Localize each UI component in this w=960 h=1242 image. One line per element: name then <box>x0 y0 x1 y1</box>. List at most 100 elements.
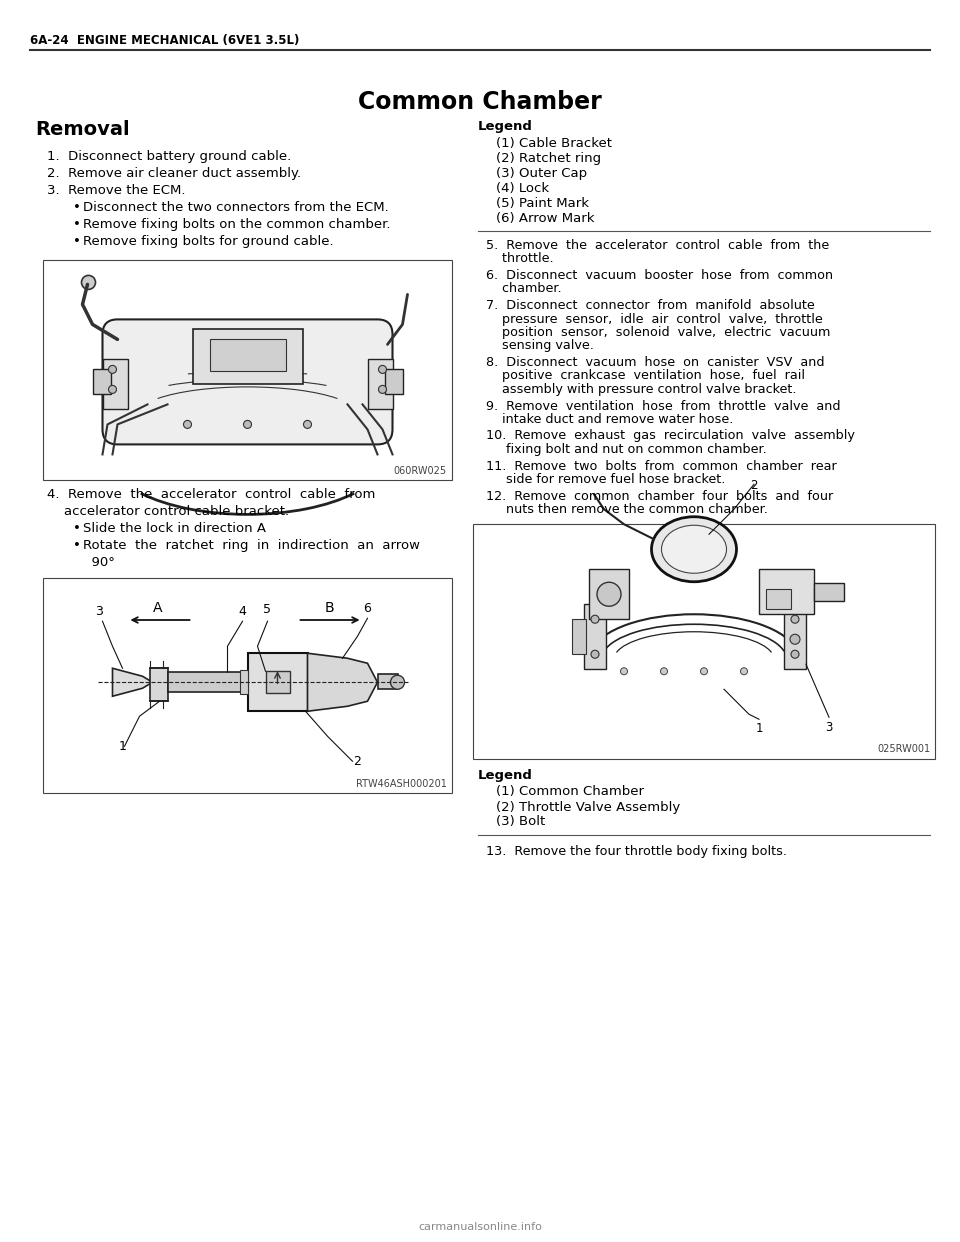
Bar <box>43 260 452 479</box>
Text: 060RW025: 060RW025 <box>394 466 447 476</box>
Bar <box>209 339 285 371</box>
Bar <box>193 329 302 385</box>
Text: •: • <box>73 201 81 214</box>
Circle shape <box>391 676 404 689</box>
Text: fixing bolt and nut on common chamber.: fixing bolt and nut on common chamber. <box>486 443 767 456</box>
Ellipse shape <box>661 525 727 574</box>
Bar <box>248 653 307 712</box>
Text: 3: 3 <box>96 605 104 617</box>
Text: (6) Arrow Mark: (6) Arrow Mark <box>496 212 594 225</box>
Text: 6: 6 <box>364 602 372 615</box>
Polygon shape <box>307 653 377 712</box>
Text: carmanualsonline.info: carmanualsonline.info <box>418 1222 542 1232</box>
Bar <box>814 584 844 601</box>
Text: 3.  Remove the ECM.: 3. Remove the ECM. <box>47 184 185 197</box>
Text: 8.  Disconnect  vacuum  hose  on  canister  VSV  and: 8. Disconnect vacuum hose on canister VS… <box>486 356 825 369</box>
Text: Legend: Legend <box>478 120 533 133</box>
Text: 6.  Disconnect  vacuum  booster  hose  from  common: 6. Disconnect vacuum booster hose from c… <box>486 270 833 282</box>
Text: 90°: 90° <box>83 556 115 569</box>
Bar <box>572 620 586 655</box>
Text: Remove fixing bolts for ground cable.: Remove fixing bolts for ground cable. <box>83 235 334 248</box>
Circle shape <box>82 276 95 289</box>
Text: (2) Throttle Valve Assembly: (2) Throttle Valve Assembly <box>496 801 681 814</box>
Bar <box>103 359 128 410</box>
Text: •: • <box>73 522 81 535</box>
Polygon shape <box>112 668 153 697</box>
Text: 1: 1 <box>119 740 127 753</box>
Text: B: B <box>324 601 334 615</box>
Text: 11.  Remove  two  bolts  from  common  chamber  rear: 11. Remove two bolts from common chamber… <box>486 460 837 472</box>
Text: 4: 4 <box>239 605 247 617</box>
Bar <box>784 605 806 669</box>
Text: 025RW001: 025RW001 <box>876 744 930 754</box>
Text: throttle.: throttle. <box>486 252 554 266</box>
Circle shape <box>597 582 621 606</box>
FancyBboxPatch shape <box>103 319 393 445</box>
Text: 5: 5 <box>263 602 272 616</box>
Bar <box>589 569 629 620</box>
Text: 9.  Remove  ventilation  hose  from  throttle  valve  and: 9. Remove ventilation hose from throttle… <box>486 400 841 412</box>
Circle shape <box>791 651 799 658</box>
Text: (3) Bolt: (3) Bolt <box>496 816 545 828</box>
Circle shape <box>183 420 191 428</box>
Text: •: • <box>73 539 81 551</box>
Bar <box>377 674 397 689</box>
Bar <box>150 668 167 702</box>
Text: 7.  Disconnect  connector  from  manifold  absolute: 7. Disconnect connector from manifold ab… <box>486 299 815 312</box>
Circle shape <box>108 365 116 374</box>
Text: chamber.: chamber. <box>486 282 562 296</box>
Circle shape <box>378 385 387 394</box>
Circle shape <box>791 615 799 623</box>
Text: RTW46ASH000201: RTW46ASH000201 <box>356 779 447 789</box>
Text: pressure  sensor,  idle  air  control  valve,  throttle: pressure sensor, idle air control valve,… <box>486 313 823 325</box>
Ellipse shape <box>652 517 736 581</box>
Text: accelerator control cable bracket.: accelerator control cable bracket. <box>47 505 289 518</box>
Text: 12.  Remove  common  chamber  four  bolts  and  four: 12. Remove common chamber four bolts and… <box>486 489 833 503</box>
Bar <box>266 671 290 693</box>
Text: 6A-24  ENGINE MECHANICAL (6VE1 3.5L): 6A-24 ENGINE MECHANICAL (6VE1 3.5L) <box>30 34 300 47</box>
Text: nuts then remove the common chamber.: nuts then remove the common chamber. <box>486 503 768 515</box>
Text: (4) Lock: (4) Lock <box>496 183 549 195</box>
Bar <box>584 605 606 669</box>
Circle shape <box>378 365 387 374</box>
Text: position  sensor,  solenoid  valve,  electric  vacuum: position sensor, solenoid valve, electri… <box>486 325 830 339</box>
Text: (1) Common Chamber: (1) Common Chamber <box>496 785 644 799</box>
Circle shape <box>740 668 748 674</box>
Circle shape <box>660 668 667 674</box>
Text: 2.  Remove air cleaner duct assembly.: 2. Remove air cleaner duct assembly. <box>47 166 301 180</box>
Bar <box>239 671 248 694</box>
Text: (1) Cable Bracket: (1) Cable Bracket <box>496 137 612 150</box>
Text: Slide the lock in direction A: Slide the lock in direction A <box>83 522 266 535</box>
Text: •: • <box>73 235 81 248</box>
Bar <box>385 369 402 395</box>
Circle shape <box>701 668 708 674</box>
Text: 1: 1 <box>756 723 763 735</box>
Bar <box>473 523 935 759</box>
Bar <box>307 671 316 694</box>
Circle shape <box>303 420 311 428</box>
Text: intake duct and remove water hose.: intake duct and remove water hose. <box>486 414 733 426</box>
Circle shape <box>790 635 800 645</box>
Bar <box>368 359 393 410</box>
Text: Disconnect the two connectors from the ECM.: Disconnect the two connectors from the E… <box>83 201 389 214</box>
Text: Removal: Removal <box>35 120 130 139</box>
Circle shape <box>591 651 599 658</box>
Text: Remove fixing bolts on the common chamber.: Remove fixing bolts on the common chambe… <box>83 219 391 231</box>
Text: 2: 2 <box>751 479 757 492</box>
Text: positive  crankcase  ventilation  hose,  fuel  rail: positive crankcase ventilation hose, fue… <box>486 370 805 383</box>
Circle shape <box>108 385 116 394</box>
Text: sensing valve.: sensing valve. <box>486 339 594 353</box>
Text: 5.  Remove  the  accelerator  control  cable  from  the: 5. Remove the accelerator control cable … <box>486 238 829 252</box>
Text: 13.  Remove the four throttle body fixing bolts.: 13. Remove the four throttle body fixing… <box>486 846 787 858</box>
Bar <box>766 589 791 610</box>
Text: 2: 2 <box>353 755 361 768</box>
Text: side for remove fuel hose bracket.: side for remove fuel hose bracket. <box>486 473 726 486</box>
Bar <box>759 569 814 615</box>
Text: •: • <box>73 219 81 231</box>
Text: (2) Ratchet ring: (2) Ratchet ring <box>496 152 601 165</box>
Text: Common Chamber: Common Chamber <box>358 89 602 114</box>
Bar <box>92 369 110 395</box>
Circle shape <box>591 615 599 623</box>
Text: Legend: Legend <box>478 769 533 781</box>
Text: Rotate  the  ratchet  ring  in  indirection  an  arrow: Rotate the ratchet ring in indirection a… <box>83 539 420 551</box>
